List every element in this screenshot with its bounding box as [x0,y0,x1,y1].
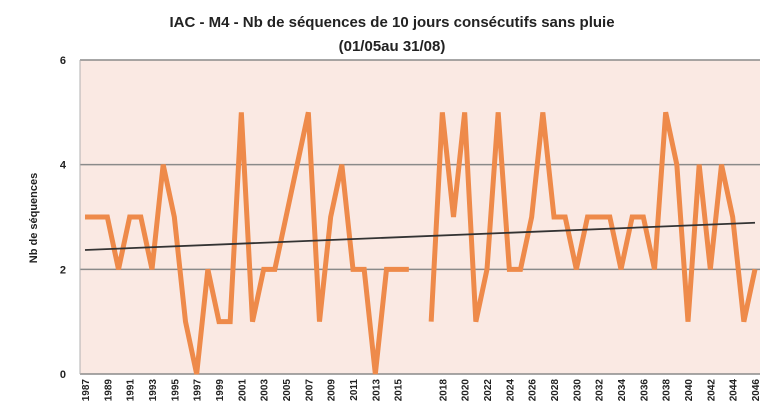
x-tick-label: 2032 [595,379,606,402]
x-tick-label: 2040 [684,379,695,402]
y-axis-label: Nb de séquences [28,173,40,263]
x-tick-label: 2030 [572,379,583,402]
x-tick-label: 2005 [282,379,293,402]
x-tick-label: 1993 [148,379,159,402]
x-tick-label: 1991 [126,379,137,402]
x-tick-label: 2011 [349,379,360,401]
x-tick-label: 2046 [751,379,762,402]
x-tick-label: 1999 [215,379,226,402]
x-tick-label: 2036 [639,379,650,402]
x-tick-label: 2042 [706,379,717,402]
x-tick-label: 2003 [260,379,271,402]
x-tick-label: 2024 [505,379,516,402]
x-tick-label: 2018 [438,379,449,402]
trend-line [84,221,756,251]
x-tick-label: 2028 [550,379,561,402]
data-series-line [85,111,409,375]
x-tick-label: 2015 [394,379,405,402]
x-tick-label: 2022 [483,379,494,402]
x-tick-label: 2034 [617,379,628,402]
x-tick-label: 1989 [103,379,114,402]
data-series-line [428,111,758,323]
x-tick-label: 2001 [237,379,248,402]
x-tick-label: 2026 [528,379,539,402]
x-tick-label: 1997 [193,379,204,402]
x-tick-label: 1987 [81,379,92,402]
x-tick-label: 2020 [461,379,472,402]
x-tick-label: 2038 [662,379,673,402]
y-tick-label: 2 [60,264,66,276]
y-tick-label: 4 [60,160,67,172]
y-tick-label: 0 [60,369,66,381]
x-tick-label: 2007 [304,379,315,402]
y-tick-label: 6 [60,55,66,67]
x-tick-label: 2013 [371,379,382,402]
plot-area [80,60,760,374]
chart-subtitle: (01/05au 31/08) [339,38,446,55]
x-tick-label: 2009 [327,379,338,402]
x-tick-label: 1995 [170,379,181,402]
x-tick-label: 2044 [729,379,740,402]
chart-title: IAC - M4 - Nb de séquences de 10 jours c… [169,14,614,31]
